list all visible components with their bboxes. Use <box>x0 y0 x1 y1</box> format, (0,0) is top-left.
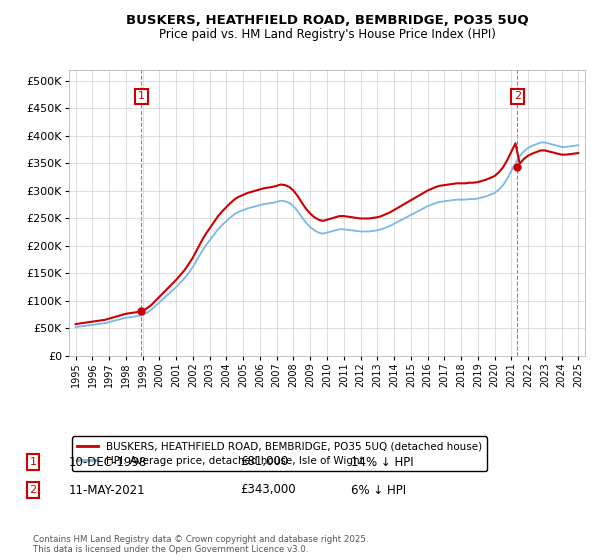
Text: Contains HM Land Registry data © Crown copyright and database right 2025.
This d: Contains HM Land Registry data © Crown c… <box>33 535 368 554</box>
Text: 11-MAY-2021: 11-MAY-2021 <box>69 483 146 497</box>
Text: £81,000: £81,000 <box>240 455 288 469</box>
Text: Price paid vs. HM Land Registry's House Price Index (HPI): Price paid vs. HM Land Registry's House … <box>158 28 496 41</box>
Text: 10-DEC-1998: 10-DEC-1998 <box>69 455 147 469</box>
Text: 6% ↓ HPI: 6% ↓ HPI <box>351 483 406 497</box>
Text: BUSKERS, HEATHFIELD ROAD, BEMBRIDGE, PO35 5UQ: BUSKERS, HEATHFIELD ROAD, BEMBRIDGE, PO3… <box>125 14 529 27</box>
Text: 2: 2 <box>514 91 521 101</box>
Legend: BUSKERS, HEATHFIELD ROAD, BEMBRIDGE, PO35 5UQ (detached house), HPI: Average pri: BUSKERS, HEATHFIELD ROAD, BEMBRIDGE, PO3… <box>71 436 487 471</box>
Text: 14% ↓ HPI: 14% ↓ HPI <box>351 455 413 469</box>
Text: £343,000: £343,000 <box>240 483 296 497</box>
Text: 1: 1 <box>138 91 145 101</box>
Text: 2: 2 <box>29 485 37 495</box>
Text: 1: 1 <box>29 457 37 467</box>
